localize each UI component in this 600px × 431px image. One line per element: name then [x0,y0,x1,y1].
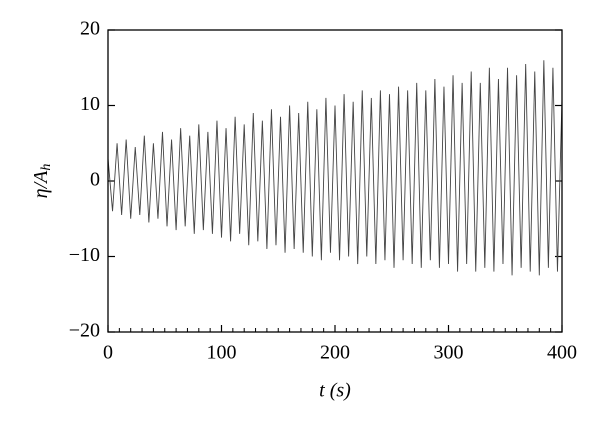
x-tick-label: 0 [103,342,113,364]
y-axis-label-main: η/A [30,170,52,198]
y-tick-label: −20 [69,320,100,342]
plot-frame [107,29,563,333]
x-axis-label: t (s) [319,380,351,402]
y-tick-label: −10 [69,244,100,266]
y-tick-label: 10 [80,93,100,115]
y-axis-label: η/Ah [30,164,55,199]
x-tick-label: 100 [207,342,237,364]
x-tick-label: 400 [547,342,577,364]
x-tick-label: 200 [320,342,350,364]
y-tick-label: 20 [80,18,100,40]
y-tick-label: 0 [90,169,100,191]
y-axis-label-sub: h [39,164,54,171]
signal-line [107,60,563,276]
x-tick-label: 300 [434,342,464,364]
